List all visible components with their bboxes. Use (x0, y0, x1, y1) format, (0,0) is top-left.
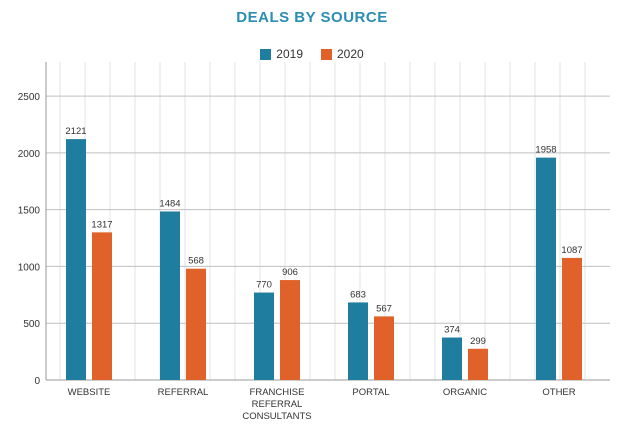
bar-2020-franchise-referral-consultants (280, 280, 300, 380)
data-label-2019: 1484 (159, 198, 180, 209)
y-tick-label: 2000 (18, 149, 41, 160)
legend-item-2020: 2020 (321, 47, 364, 61)
bar-2020-organic (468, 348, 488, 380)
data-label-2020: 1317 (91, 219, 112, 230)
data-label-2019: 2121 (65, 126, 86, 137)
data-label-2019: 683 (350, 289, 366, 300)
data-label-2020: 568 (188, 256, 204, 267)
x-tick-label: REFERRAL (158, 387, 209, 398)
bar-2020-other (562, 257, 582, 380)
y-tick-label: 0 (34, 376, 40, 387)
x-tick-label: CONSULTANTS (242, 411, 311, 422)
bar-2019-franchise-referral-consultants (254, 292, 274, 380)
data-label-2020: 567 (376, 303, 392, 314)
legend-label-2019: 2019 (276, 47, 303, 61)
legend: 2019 2020 (0, 47, 624, 61)
chart-title: DEALS BY SOURCE (236, 9, 388, 26)
x-tick-label: FRANCHISE (250, 387, 305, 398)
bar-2019-organic (442, 337, 462, 380)
x-tick-label: REFERRAL (252, 399, 303, 410)
x-tick-label: OTHER (542, 387, 575, 398)
data-label-2019: 770 (256, 280, 272, 291)
x-tick-label: ORGANIC (443, 387, 487, 398)
bar-2020-referral (186, 268, 206, 380)
data-label-2020: 299 (470, 336, 486, 347)
x-tick-label: PORTAL (352, 387, 389, 398)
legend-swatch-2019 (260, 48, 272, 60)
x-tick-label: WEBSITE (68, 387, 111, 398)
y-tick-label: 2500 (18, 92, 41, 103)
bar-2020-website (92, 232, 112, 380)
data-label-2020: 1087 (561, 245, 582, 256)
data-label-2019: 374 (444, 325, 460, 336)
bar-2019-referral (160, 211, 180, 380)
bar-2019-portal (348, 302, 368, 380)
bar-2019-other (536, 157, 556, 380)
y-tick-label: 1000 (18, 262, 41, 273)
y-tick-label: 1500 (18, 206, 41, 217)
data-label-2019: 1958 (535, 145, 556, 156)
y-tick-label: 500 (23, 319, 40, 330)
bar-2020-portal (374, 316, 394, 380)
legend-label-2020: 2020 (337, 47, 364, 61)
legend-item-2019: 2019 (260, 47, 303, 61)
legend-swatch-2020 (321, 48, 332, 60)
bar-2019-website (66, 139, 86, 380)
data-label-2020: 906 (282, 267, 298, 278)
